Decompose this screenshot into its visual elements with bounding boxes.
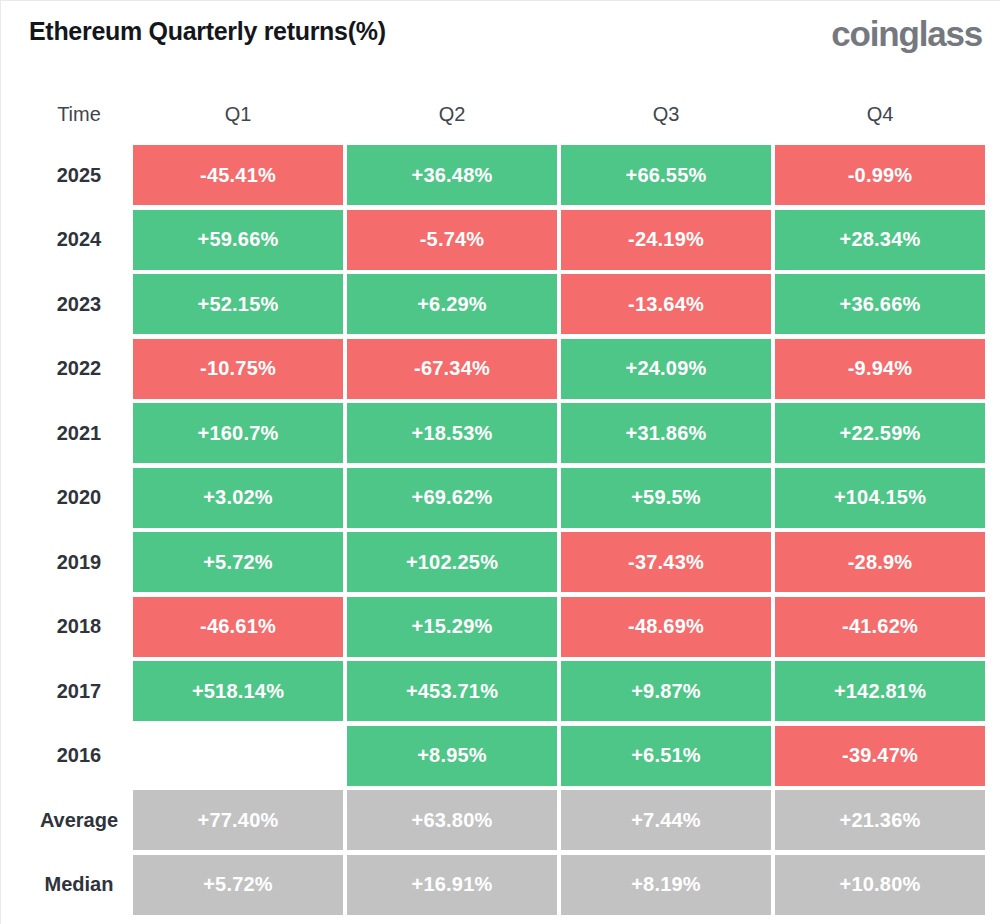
column-header-q2: Q2: [347, 101, 557, 127]
coinglass-logo: coinglass: [831, 13, 982, 55]
return-cell-2023-q2: +6.29%: [347, 274, 557, 334]
return-cell-2021-q3: +31.86%: [561, 403, 771, 463]
return-cell-2024-q1: +59.66%: [133, 210, 343, 270]
return-cell-2019-q1: +5.72%: [133, 532, 343, 592]
return-cell-2016-q2: +8.95%: [347, 726, 557, 786]
return-cell-average-q2: +63.80%: [347, 790, 557, 850]
page-title: Ethereum Quarterly returns(%): [29, 13, 386, 49]
row-label-2024: 2024: [1, 210, 129, 270]
row-label-2017: 2017: [1, 661, 129, 721]
return-cell-2023-q3: -13.64%: [561, 274, 771, 334]
return-cell-2023-q1: +52.15%: [133, 274, 343, 334]
return-cell-2016-q1: [133, 726, 343, 786]
return-cell-average-q4: +21.36%: [775, 790, 985, 850]
return-cell-2021-q4: +22.59%: [775, 403, 985, 463]
return-cell-2025-q1: -45.41%: [133, 145, 343, 205]
return-cell-median-q1: +5.72%: [133, 855, 343, 915]
return-cell-2024-q2: -5.74%: [347, 210, 557, 270]
return-cell-median-q2: +16.91%: [347, 855, 557, 915]
row-label-median: Median: [1, 855, 129, 915]
return-cell-2019-q4: -28.9%: [775, 532, 985, 592]
row-label-2019: 2019: [1, 532, 129, 592]
return-cell-2022-q3: +24.09%: [561, 339, 771, 399]
return-cell-2020-q3: +59.5%: [561, 468, 771, 528]
return-cell-2023-q4: +36.66%: [775, 274, 985, 334]
row-label-2018: 2018: [1, 597, 129, 657]
row-label-2020: 2020: [1, 468, 129, 528]
return-cell-2018-q3: -48.69%: [561, 597, 771, 657]
return-cell-2024-q3: -24.19%: [561, 210, 771, 270]
return-cell-2025-q2: +36.48%: [347, 145, 557, 205]
return-cell-2020-q4: +104.15%: [775, 468, 985, 528]
row-label-2022: 2022: [1, 339, 129, 399]
return-cell-2024-q4: +28.34%: [775, 210, 985, 270]
return-cell-2017-q2: +453.71%: [347, 661, 557, 721]
return-cell-2021-q1: +160.7%: [133, 403, 343, 463]
time-column-header: Time: [1, 101, 129, 127]
column-header-q4: Q4: [775, 101, 985, 127]
return-cell-2022-q4: -9.94%: [775, 339, 985, 399]
return-cell-2019-q3: -37.43%: [561, 532, 771, 592]
row-label-average: Average: [1, 790, 129, 850]
return-cell-2017-q3: +9.87%: [561, 661, 771, 721]
return-cell-median-q3: +8.19%: [561, 855, 771, 915]
return-cell-2017-q4: +142.81%: [775, 661, 985, 721]
row-label-2025: 2025: [1, 145, 129, 205]
returns-table: 2025-45.41%+36.48%+66.55%-0.99% 2024+59.6…: [1, 145, 1000, 915]
return-cell-2021-q2: +18.53%: [347, 403, 557, 463]
return-cell-2022-q1: -10.75%: [133, 339, 343, 399]
row-label-2016: 2016: [1, 726, 129, 786]
return-cell-average-q3: +7.44%: [561, 790, 771, 850]
return-cell-average-q1: +77.40%: [133, 790, 343, 850]
column-header-q3: Q3: [561, 101, 771, 127]
return-cell-2025-q4: -0.99%: [775, 145, 985, 205]
return-cell-2022-q2: -67.34%: [347, 339, 557, 399]
column-header-q1: Q1: [133, 101, 343, 127]
return-cell-median-q4: +10.80%: [775, 855, 985, 915]
return-cell-2025-q3: +66.55%: [561, 145, 771, 205]
return-cell-2018-q4: -41.62%: [775, 597, 985, 657]
return-cell-2017-q1: +518.14%: [133, 661, 343, 721]
return-cell-2018-q1: -46.61%: [133, 597, 343, 657]
return-cell-2018-q2: +15.29%: [347, 597, 557, 657]
return-cell-2019-q2: +102.25%: [347, 532, 557, 592]
return-cell-2016-q4: -39.47%: [775, 726, 985, 786]
return-cell-2020-q1: +3.02%: [133, 468, 343, 528]
row-label-2021: 2021: [1, 403, 129, 463]
return-cell-2016-q3: +6.51%: [561, 726, 771, 786]
row-label-2023: 2023: [1, 274, 129, 334]
return-cell-2020-q2: +69.62%: [347, 468, 557, 528]
titlebar: Ethereum Quarterly returns(%) coinglass: [1, 1, 1000, 61]
column-header-row: TimeQ1Q2Q3Q4: [1, 101, 1000, 127]
